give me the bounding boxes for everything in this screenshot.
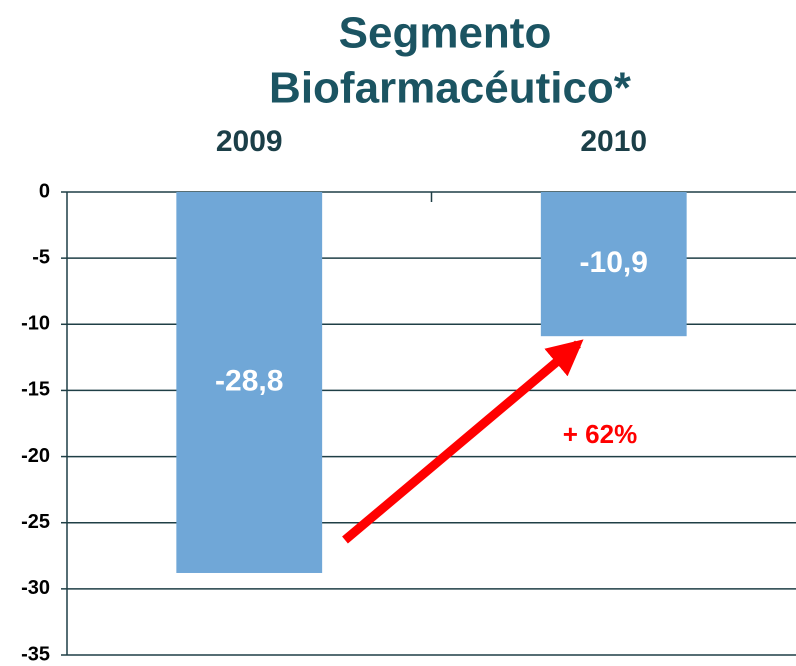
x-tick-label: 2010 [580, 125, 647, 158]
chart-title: Biofarmacéutico* [269, 64, 632, 113]
plot-area: 0 -5 -10 -15 -20 -25 -30 -35 2009 -28,8 2010 -10,9 [21, 125, 796, 665]
y-tick-label: 0 [39, 180, 50, 202]
y-tick-label: -20 [21, 445, 50, 467]
y-tick-label: -30 [21, 577, 50, 599]
annotation: + 62% [563, 419, 637, 449]
chart-title: Segmento [339, 9, 552, 58]
data-label: -10,9 [580, 246, 648, 279]
y-tick-label: -25 [21, 511, 50, 533]
y-tick-label: -35 [21, 643, 50, 665]
arrow [342, 339, 584, 544]
y-tick-label: -10 [21, 313, 50, 335]
y-tick-label: -15 [21, 379, 50, 401]
bar [540, 192, 687, 337]
y-tick-label: -5 [32, 246, 50, 268]
bar [176, 192, 323, 573]
x-tick-label: 2009 [216, 125, 283, 158]
data-label: -28,8 [215, 364, 283, 397]
